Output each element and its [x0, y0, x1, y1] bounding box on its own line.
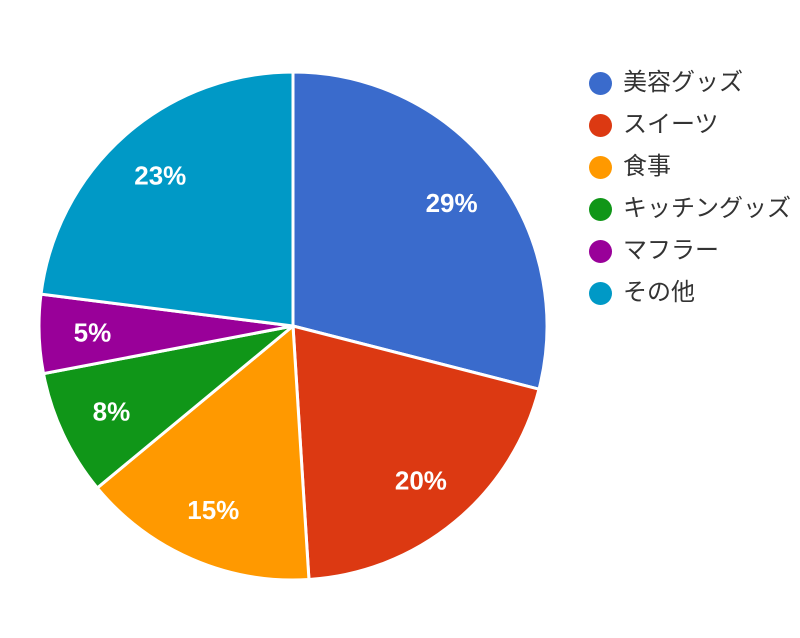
- pie-slice-5: [39, 70, 295, 328]
- chart-legend: 美容グッズスイーツ食事キッチングッズ マフラーその他: [589, 62, 791, 314]
- slice-percent-label-4: 5%: [74, 317, 112, 347]
- pie-slice-1: [291, 324, 541, 581]
- legend-item-3: キッチングッズ: [589, 188, 791, 230]
- legend-label: スイーツ: [623, 111, 719, 138]
- legend-swatch-icon: [589, 239, 612, 263]
- legend-item-5: その他: [589, 272, 791, 314]
- legend-swatch-icon: [589, 113, 612, 137]
- legend-item-0: 美容グッズ: [589, 62, 791, 104]
- legend-swatch-icon: [589, 281, 612, 305]
- legend-item-4: マフラー: [589, 230, 791, 272]
- slice-percent-label-1: 20%: [395, 466, 447, 496]
- pie-slice-2: [95, 324, 311, 582]
- legend-label: 食事: [623, 153, 671, 180]
- legend-item-1: スイーツ: [589, 104, 791, 146]
- slice-percent-label-2: 15%: [187, 495, 239, 525]
- legend-swatch-icon: [589, 71, 612, 95]
- legend-label: その他: [623, 279, 695, 306]
- legend-swatch-icon: [589, 197, 612, 221]
- slice-percent-label-5: 23%: [134, 161, 186, 191]
- pie-slice-0: [291, 70, 549, 391]
- slice-percent-label-0: 29%: [426, 188, 478, 218]
- legend-label: 美容グッズ: [623, 69, 743, 96]
- legend-swatch-icon: [589, 155, 612, 179]
- pie-slice-3: [42, 324, 295, 490]
- legend-label: キッチングッズ: [623, 195, 791, 222]
- legend-item-2: 食事: [589, 146, 791, 188]
- legend-label: マフラー: [623, 237, 719, 264]
- slice-percent-label-3: 8%: [93, 396, 131, 426]
